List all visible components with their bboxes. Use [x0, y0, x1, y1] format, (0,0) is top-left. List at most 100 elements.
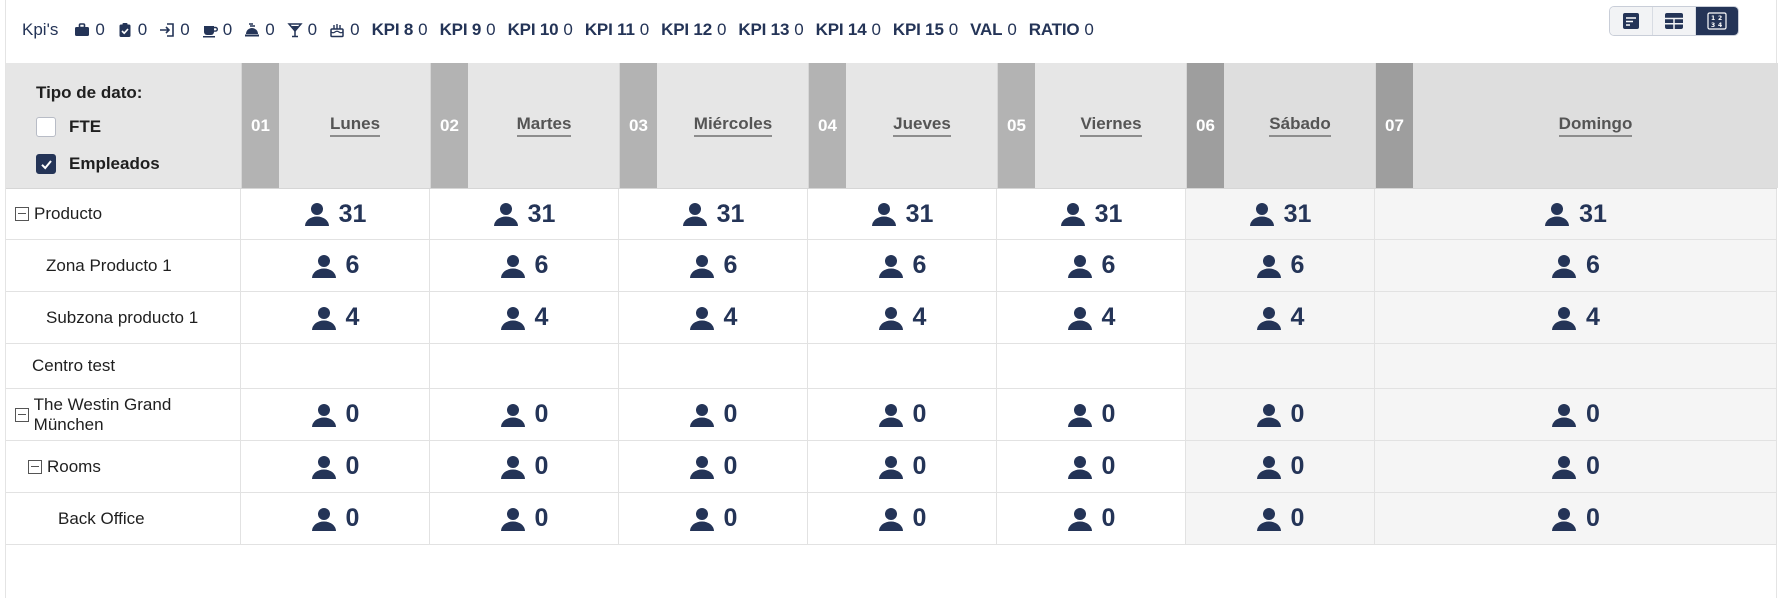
value-cell[interactable]: 6: [619, 240, 808, 291]
value-cell[interactable]: 4: [1375, 292, 1777, 343]
value-cell[interactable]: 31: [619, 189, 808, 239]
kpi-item[interactable]: 0: [159, 20, 190, 40]
value-cell[interactable]: 0: [1375, 493, 1777, 544]
day-header-domingo: 07 Domingo: [1375, 63, 1778, 188]
kpi-item[interactable]: 0: [74, 20, 105, 40]
day-name-link[interactable]: Sábado: [1269, 114, 1331, 137]
value-cell[interactable]: 0: [241, 441, 430, 492]
day-header-jueves: 04 Jueves: [808, 63, 998, 188]
value-cell[interactable]: [1186, 344, 1375, 388]
value-cell[interactable]: 0: [997, 493, 1186, 544]
day-name-link[interactable]: Miércoles: [693, 114, 773, 137]
empleados-checkbox[interactable]: [36, 154, 56, 174]
day-name-link[interactable]: Lunes: [329, 114, 381, 137]
value-cell[interactable]: 4: [1186, 292, 1375, 343]
kpi-item[interactable]: 0: [287, 20, 317, 40]
value-cell[interactable]: 4: [997, 292, 1186, 343]
value-cell[interactable]: 31: [1375, 189, 1777, 239]
kpi-name: VAL: [970, 20, 1003, 39]
value-cell[interactable]: 0: [808, 389, 997, 440]
value-cell[interactable]: 31: [430, 189, 619, 239]
value-cell[interactable]: 0: [619, 441, 808, 492]
day-name-link[interactable]: Domingo: [1558, 114, 1633, 137]
value-cell[interactable]: [997, 344, 1186, 388]
value-cell[interactable]: [1375, 344, 1777, 388]
value-cell[interactable]: 0: [1186, 493, 1375, 544]
value-cell[interactable]: 0: [808, 493, 997, 544]
list-sort-view-button[interactable]: [1610, 7, 1653, 35]
value-cell[interactable]: 0: [997, 441, 1186, 492]
kpi-item[interactable]: KPI 10 0: [508, 20, 573, 40]
collapse-icon[interactable]: [28, 459, 42, 474]
kpi-item[interactable]: KPI 12 0: [661, 20, 726, 40]
value-cell[interactable]: 0: [997, 389, 1186, 440]
value-cell[interactable]: 0: [241, 493, 430, 544]
day-name-link[interactable]: Martes: [516, 114, 572, 137]
kpi-item[interactable]: 0: [244, 20, 275, 40]
value-cell[interactable]: 0: [808, 441, 997, 492]
day-name-link[interactable]: Jueves: [893, 114, 951, 137]
person-icon: [311, 402, 346, 428]
table-icon: [1664, 12, 1684, 30]
value-cell[interactable]: 0: [430, 493, 619, 544]
value-cell[interactable]: [241, 344, 430, 388]
employee-count: 0: [345, 400, 360, 428]
value-cell[interactable]: 4: [619, 292, 808, 343]
value-cell[interactable]: 0: [430, 441, 619, 492]
kpi-item[interactable]: KPI 13 0: [738, 20, 803, 40]
value-cell[interactable]: 4: [430, 292, 619, 343]
value-cell[interactable]: 31: [808, 189, 997, 239]
person-icon: [500, 253, 535, 279]
value-cell[interactable]: 0: [430, 389, 619, 440]
value-cell[interactable]: 0: [241, 389, 430, 440]
value-cell[interactable]: [430, 344, 619, 388]
value-cell[interactable]: 4: [808, 292, 997, 343]
collapse-icon[interactable]: [15, 407, 29, 422]
value-cell[interactable]: 0: [1375, 441, 1777, 492]
row-label-text: Rooms: [47, 456, 101, 476]
kpi-item[interactable]: 0: [202, 20, 232, 40]
kpi-item[interactable]: KPI 11 0: [585, 20, 649, 40]
value-cell[interactable]: 6: [430, 240, 619, 291]
data-type-option-fte[interactable]: FTE: [36, 113, 160, 141]
data-type-option-empleados[interactable]: Empleados: [36, 150, 160, 178]
value-cell[interactable]: 31: [241, 189, 430, 239]
value-cell[interactable]: 0: [619, 493, 808, 544]
kpi-item[interactable]: 0: [117, 20, 147, 40]
person-icon: [1256, 305, 1291, 331]
value-cell[interactable]: 0: [1186, 441, 1375, 492]
value-cell[interactable]: 6: [1186, 240, 1375, 291]
kpi-item[interactable]: VAL 0: [970, 20, 1017, 40]
value-cell[interactable]: [619, 344, 808, 388]
value-cell[interactable]: 31: [997, 189, 1186, 239]
kpi-item[interactable]: KPI 15 0: [893, 20, 958, 40]
day-name-link[interactable]: Viernes: [1080, 114, 1142, 137]
value-cell[interactable]: [808, 344, 997, 388]
value-cell[interactable]: 31: [1186, 189, 1375, 239]
table-view-button[interactable]: [1653, 7, 1696, 35]
fte-checkbox[interactable]: [36, 117, 56, 137]
collapse-icon[interactable]: [15, 207, 29, 221]
kpi-item[interactable]: KPI 14 0: [816, 20, 881, 40]
value-cell[interactable]: 6: [1375, 240, 1777, 291]
value-cell[interactable]: 6: [241, 240, 430, 291]
hotel-service-icon: [244, 22, 265, 38]
employee-count: 0: [1101, 504, 1116, 532]
value-cell[interactable]: 6: [997, 240, 1186, 291]
row-label: Rooms: [6, 441, 241, 492]
kpi-item[interactable]: 0: [329, 20, 360, 40]
value-cell[interactable]: 0: [1186, 389, 1375, 440]
kpi-item[interactable]: RATIO 0: [1029, 20, 1094, 40]
person-icon: [878, 305, 913, 331]
value-cell[interactable]: 4: [241, 292, 430, 343]
sign-in-icon: [159, 22, 180, 38]
value-cell[interactable]: 0: [619, 389, 808, 440]
value-cell[interactable]: 6: [808, 240, 997, 291]
day-name: Martes: [468, 63, 620, 188]
kpi-value: 0: [871, 20, 881, 39]
value-cell[interactable]: 0: [1375, 389, 1777, 440]
